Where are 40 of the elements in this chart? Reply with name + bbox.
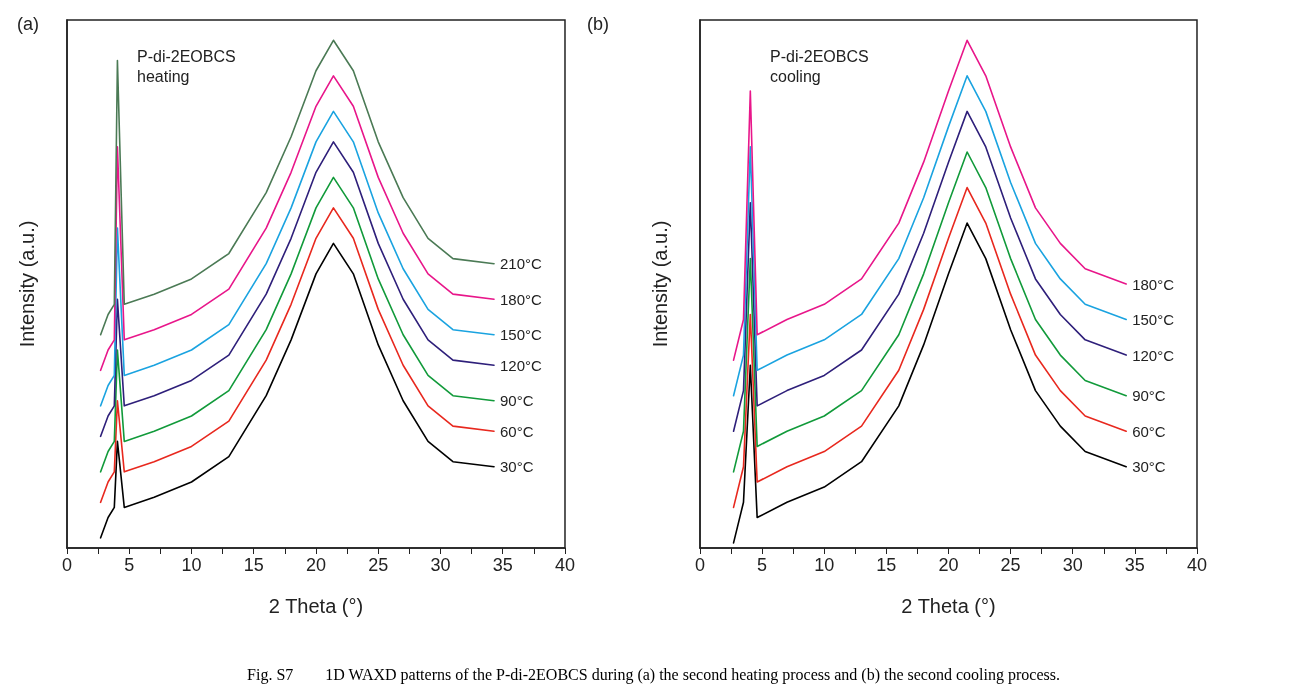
series-label: 150°C [1132,311,1175,329]
x-tick-label: 0 [694,555,706,575]
x-axis-title: 2 Theta (°) [901,595,996,617]
series-label: 180°C [500,290,543,308]
caption: Fig. S7 1D WAXD patterns of the P-di-2EOBCS during (a) the second heating process and (b) the second cooling process. [246,666,1061,684]
chart-title: (a) [17,14,39,34]
x-tick-label: 20 [938,555,959,575]
x-tick-label: 5 [757,555,768,575]
x-tick-label: 5 [124,555,135,575]
series-label: 150°C [500,326,543,344]
y-axis-title: Intensity (a.u.) [16,220,38,348]
x-tick-label: 15 [243,555,264,575]
series-label: 30°C [500,458,534,476]
x-tick-label: 30 [1062,555,1083,575]
series-label: 180°C [1132,275,1175,293]
annotation: P-di-2EOBCS cooling [770,47,869,85]
series-label: 120°C [500,356,543,374]
series-label: 90°C [500,392,534,410]
series-label: 210°C [500,255,543,273]
x-tick-label: 25 [368,555,389,575]
annotation: P-di-2EOBCS heating [137,47,236,85]
series-label: 120°C [1132,346,1175,364]
x-tick-label: 30 [430,555,451,575]
x-axis-title: 2 Theta (°) [268,595,364,617]
x-tick-label: 40 [554,555,575,575]
series-label: 60°C [500,422,534,440]
x-tick-label: 35 [1124,555,1145,575]
x-tick-label: 25 [1000,555,1021,575]
chart-title: (b) [587,14,609,34]
x-tick-label: 20 [305,555,327,575]
y-axis-title: Intensity (a.u.) [649,220,671,348]
series-label: 90°C [1132,387,1166,405]
x-tick-label: 40 [1186,555,1207,575]
x-tick-label: 10 [181,555,202,575]
x-tick-label: 15 [876,555,897,575]
x-tick-label: 35 [492,555,513,575]
series-label: 60°C [1132,422,1166,440]
x-tick-label: 10 [814,555,835,575]
x-tick-label: 0 [61,555,73,575]
series-label: 30°C [1132,458,1166,476]
